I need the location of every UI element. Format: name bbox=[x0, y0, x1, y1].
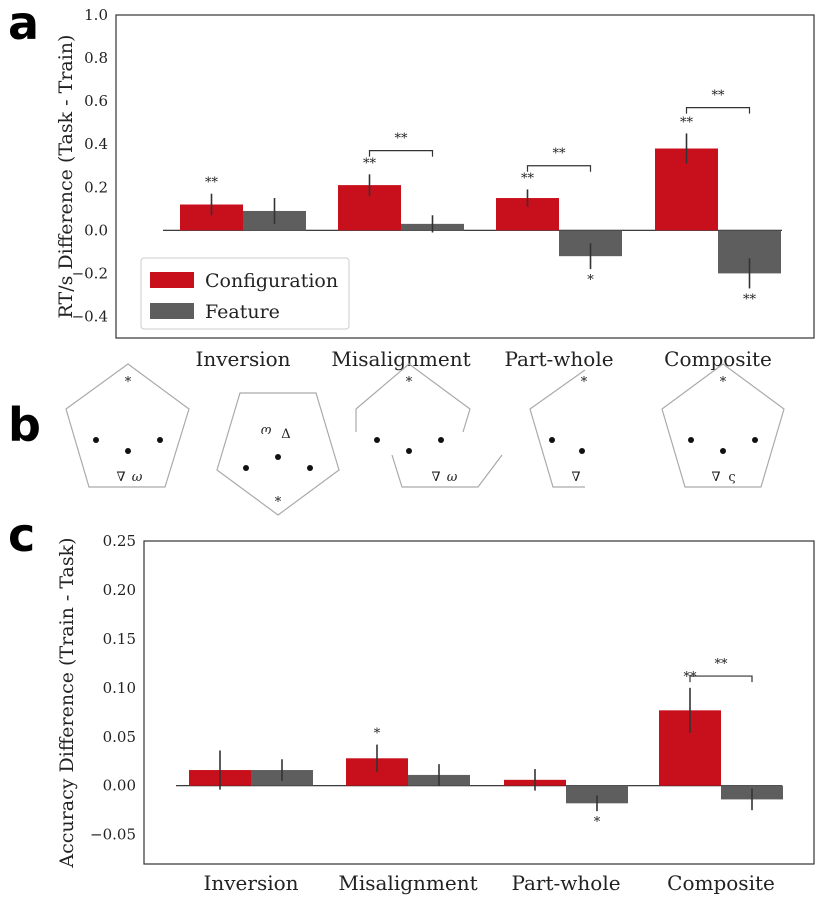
panel-letter-c: c bbox=[8, 508, 36, 562]
chart-c-accuracy-difference: 0.25 0.20 0.15 0.10 0.05 0.00 −0.05 Accuracy Di… bbox=[56, 532, 815, 895]
category-label: Part-whole bbox=[511, 871, 620, 895]
legend-swatch-configuration bbox=[150, 272, 194, 288]
significance-marker: ** bbox=[205, 176, 219, 191]
plot-frame bbox=[143, 540, 815, 865]
nabla-glyph: ∇ bbox=[431, 470, 440, 485]
comparison-bracket bbox=[685, 106, 751, 114]
bracket-label: ** bbox=[712, 89, 726, 104]
y-tick-label: 0.6 bbox=[84, 92, 108, 110]
bracket-label: ** bbox=[715, 657, 729, 672]
significance-marker: ** bbox=[680, 115, 694, 130]
panel-letter-b: b bbox=[8, 398, 41, 452]
omega-glyph: ω bbox=[447, 470, 458, 485]
y-axis-label: RT/s Difference (Task - Train) bbox=[55, 35, 77, 319]
star-glyph: * bbox=[125, 375, 132, 390]
significance-marker: * bbox=[594, 815, 601, 830]
plot-frame bbox=[115, 14, 815, 339]
bracket-label: ** bbox=[395, 132, 409, 147]
bracket-label: ** bbox=[553, 147, 567, 162]
omega-glyph: ω bbox=[132, 470, 143, 485]
legend-entry: Feature bbox=[205, 301, 280, 323]
bar-feature bbox=[566, 785, 628, 804]
star-glyph: * bbox=[406, 375, 413, 390]
y-tick-label: 1.0 bbox=[84, 6, 108, 24]
star-glyph: * bbox=[275, 495, 282, 510]
y-tick-label: 0.00 bbox=[103, 777, 136, 795]
stimulus-inverted: ω Δ * bbox=[216, 392, 340, 516]
y-tick-label: 0.05 bbox=[103, 728, 136, 746]
nabla-glyph: ∇ bbox=[571, 470, 580, 485]
significance-marker: ** bbox=[743, 292, 757, 307]
stimulus-misaligned: * ∇ ω bbox=[355, 363, 503, 488]
significance-marker: ** bbox=[521, 171, 535, 186]
comparison-bracket bbox=[526, 165, 592, 172]
star-glyph: * bbox=[581, 375, 588, 390]
diagram-b-face-stimuli: * ∇ ω ω Δ * * ∇ ω bbox=[65, 363, 785, 516]
category-label: Misalignment bbox=[331, 347, 470, 371]
legend-entry: Configuration bbox=[205, 270, 338, 292]
chart-a-rt-difference: 1.0 0.8 0.6 0.4 0.2 0.0 −0.2 −0.4RT/s Differenc… bbox=[55, 6, 815, 371]
stimulus-upright: * ∇ ω bbox=[65, 363, 190, 488]
stigma-glyph: ς bbox=[728, 470, 735, 485]
nabla-glyph: ∇ bbox=[116, 470, 125, 485]
category-label: Misalignment bbox=[338, 871, 477, 895]
y-tick-label: 0.4 bbox=[84, 135, 108, 153]
y-axis-label: Accuracy Difference (Train - Task) bbox=[56, 537, 78, 868]
y-tick-label: −0.2 bbox=[72, 264, 108, 282]
y-tick-label: 0.15 bbox=[103, 630, 136, 648]
y-tick-label: −0.4 bbox=[72, 307, 108, 325]
category-label: Inversion bbox=[203, 871, 298, 895]
category-label: Composite bbox=[667, 871, 775, 895]
significance-marker: * bbox=[374, 727, 381, 742]
legend: Configuration Feature bbox=[140, 257, 350, 330]
star-glyph: * bbox=[720, 375, 727, 390]
comparison-bracket bbox=[368, 150, 434, 157]
comparison-bracket bbox=[689, 675, 753, 683]
nabla-glyph: ∇ bbox=[711, 470, 720, 485]
y-tick-label: 0.25 bbox=[103, 532, 136, 550]
stimulus-composite: * ∇ ς bbox=[661, 363, 785, 488]
y-tick-label: 0.20 bbox=[103, 581, 136, 599]
y-tick-label: 0.2 bbox=[84, 178, 108, 196]
y-tick-label: 0.8 bbox=[84, 49, 108, 67]
panel-letter-a: a bbox=[8, 0, 40, 50]
y-tick-label: −0.05 bbox=[90, 826, 136, 844]
category-label: Inversion bbox=[195, 347, 290, 371]
significance-marker: ** bbox=[363, 156, 377, 171]
y-tick-label: 0.0 bbox=[84, 221, 108, 239]
category-label: Part-whole bbox=[504, 347, 613, 371]
delta-glyph: Δ bbox=[281, 427, 290, 442]
rotated-omega-glyph: ω bbox=[260, 423, 271, 438]
legend-swatch-feature bbox=[150, 303, 194, 319]
y-tick-label: 0.10 bbox=[103, 679, 136, 697]
significance-marker: * bbox=[587, 273, 594, 288]
stimulus-part-whole: * ∇ bbox=[529, 369, 588, 488]
